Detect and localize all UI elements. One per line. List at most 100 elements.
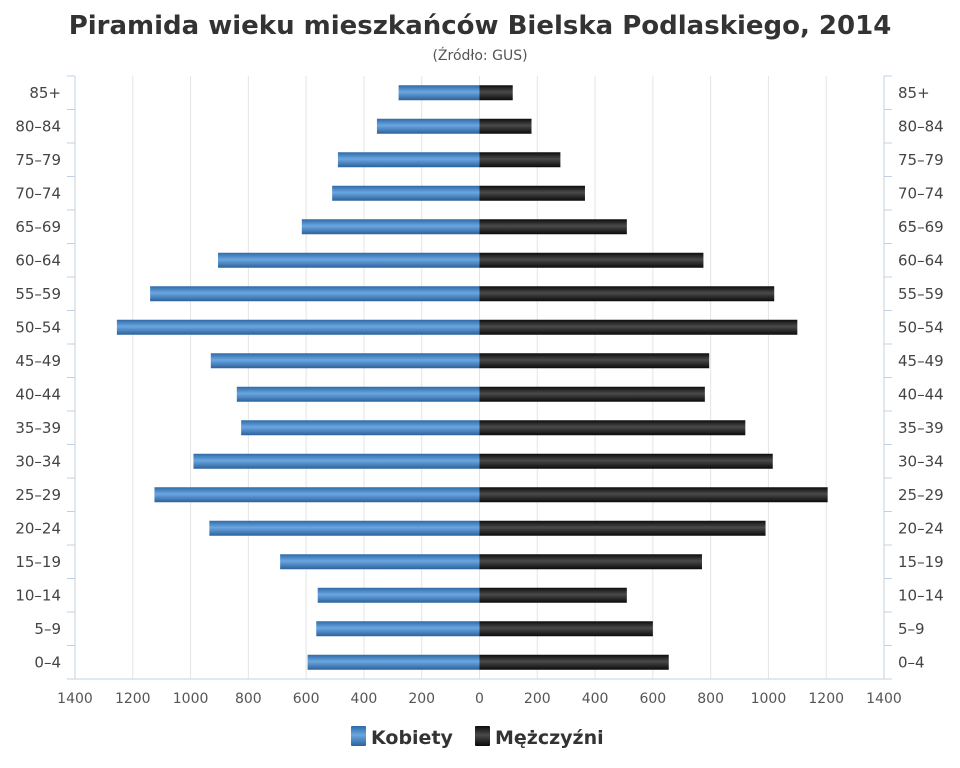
bar-kobiety[interactable] [210, 353, 480, 369]
category-labels-right: 85+ 80–84 75–79 70–74 65–69 60–64 55–59 50–54 45… [898, 84, 944, 672]
category-label-right: 75–79 [898, 151, 944, 169]
category-label-left: 75–79 [15, 151, 61, 169]
bar-mezczyzni[interactable] [479, 587, 627, 603]
legend-swatch-mezczyzni [475, 726, 490, 746]
bar-kobiety[interactable] [301, 219, 480, 235]
bar-mezczyzni[interactable] [479, 353, 710, 369]
category-label-left: 25–29 [15, 486, 61, 504]
category-label-right: 5–9 [898, 620, 925, 638]
bar-mezczyzni[interactable] [479, 420, 746, 436]
category-label-right: 15–19 [898, 553, 944, 571]
bars [116, 85, 828, 670]
x-tick-label: 1000 [751, 691, 787, 707]
bar-mezczyzni[interactable] [479, 621, 653, 637]
bar-mezczyzni[interactable] [479, 118, 532, 134]
x-tick-labels: 1400 1200 1000 800 600 400 200 0 200 400 600 800 100… [57, 691, 902, 707]
bar-kobiety[interactable] [193, 453, 480, 469]
bar-kobiety[interactable] [236, 386, 480, 402]
category-label-left: 50–54 [15, 318, 61, 336]
bar-kobiety[interactable] [307, 654, 480, 670]
category-label-left: 30–34 [15, 452, 61, 470]
bar-kobiety[interactable] [376, 118, 480, 134]
category-label-right: 20–24 [898, 519, 944, 537]
x-tick-label: 1200 [115, 691, 151, 707]
legend-label-mezczyzni: Mężczyźni [495, 727, 604, 749]
category-label-right: 85+ [898, 84, 930, 102]
category-label-right: 0–4 [898, 653, 925, 671]
grid-lines [74, 76, 885, 679]
bar-mezczyzni[interactable] [479, 286, 775, 302]
category-label-right: 80–84 [898, 117, 944, 135]
category-label-left: 85+ [29, 84, 61, 102]
category-label-left: 20–24 [15, 519, 61, 537]
bar-mezczyzni[interactable] [479, 386, 705, 402]
x-tick-label: 200 [524, 691, 551, 707]
bar-kobiety[interactable] [332, 185, 480, 201]
category-label-left: 40–44 [15, 385, 61, 403]
category-label-left: 35–39 [15, 419, 61, 437]
x-tick-label: 1400 [866, 691, 902, 707]
category-label-right: 65–69 [898, 218, 944, 236]
legend-item-kobiety[interactable]: Kobiety [351, 726, 454, 749]
category-label-right: 55–59 [898, 285, 944, 303]
category-label-right: 10–14 [898, 586, 944, 604]
bar-mezczyzni[interactable] [479, 219, 627, 235]
x-tick-label: 200 [408, 691, 435, 707]
x-tick-label: 1400 [57, 691, 93, 707]
bar-mezczyzni[interactable] [479, 85, 513, 101]
x-tick-label: 600 [293, 691, 320, 707]
legend[interactable]: Kobiety Mężczyźni [351, 726, 604, 749]
category-labels-left: 85+ 80–84 75–79 70–74 65–69 60–64 55–59 50–54 45… [15, 84, 61, 672]
bar-kobiety[interactable] [209, 520, 480, 536]
x-tick-label: 1200 [808, 691, 844, 707]
bar-mezczyzni[interactable] [479, 487, 828, 503]
category-label-right: 60–64 [898, 251, 944, 269]
category-label-right: 70–74 [898, 184, 944, 202]
category-label-right: 45–49 [898, 352, 944, 370]
bar-mezczyzni[interactable] [479, 453, 773, 469]
x-tick-label: 1000 [173, 691, 209, 707]
chart-title: Piramida wieku mieszkańców Bielska Podla… [69, 11, 892, 41]
bar-mezczyzni[interactable] [479, 185, 585, 201]
category-label-right: 35–39 [898, 419, 944, 437]
category-label-left: 65–69 [15, 218, 61, 236]
category-label-left: 45–49 [15, 352, 61, 370]
x-tick-label: 400 [582, 691, 609, 707]
category-label-right: 30–34 [898, 452, 944, 470]
bar-kobiety[interactable] [398, 85, 480, 101]
bar-mezczyzni[interactable] [479, 152, 561, 168]
bar-kobiety[interactable] [316, 621, 480, 637]
category-label-left: 55–59 [15, 285, 61, 303]
bar-mezczyzni[interactable] [479, 654, 669, 670]
bar-kobiety[interactable] [317, 587, 480, 603]
x-tick-label: 800 [697, 691, 724, 707]
bar-kobiety[interactable] [280, 554, 480, 570]
category-label-right: 50–54 [898, 318, 944, 336]
bar-kobiety[interactable] [337, 152, 480, 168]
bar-mezczyzni[interactable] [479, 520, 766, 536]
category-label-left: 80–84 [15, 117, 61, 135]
bar-kobiety[interactable] [218, 252, 480, 268]
bar-kobiety[interactable] [154, 487, 480, 503]
bar-kobiety[interactable] [116, 319, 480, 335]
category-label-left: 70–74 [15, 184, 61, 202]
bar-kobiety[interactable] [241, 420, 480, 436]
bar-kobiety[interactable] [150, 286, 480, 302]
bar-mezczyzni[interactable] [479, 252, 704, 268]
legend-swatch-kobiety [351, 726, 366, 746]
bar-mezczyzni[interactable] [479, 319, 798, 335]
chart-subtitle: (Źródło: GUS) [432, 46, 527, 64]
x-tick-label: 400 [351, 691, 378, 707]
axes [67, 75, 892, 680]
legend-item-mezczyzni[interactable]: Mężczyźni [475, 726, 604, 749]
category-label-left: 5–9 [34, 620, 61, 638]
category-label-left: 15–19 [15, 553, 61, 571]
category-label-left: 10–14 [15, 586, 61, 604]
category-label-right: 25–29 [898, 486, 944, 504]
bar-mezczyzni[interactable] [479, 554, 702, 570]
category-label-left: 0–4 [34, 653, 61, 671]
legend-label-kobiety: Kobiety [371, 727, 454, 749]
category-label-right: 40–44 [898, 385, 944, 403]
category-label-left: 60–64 [15, 251, 61, 269]
